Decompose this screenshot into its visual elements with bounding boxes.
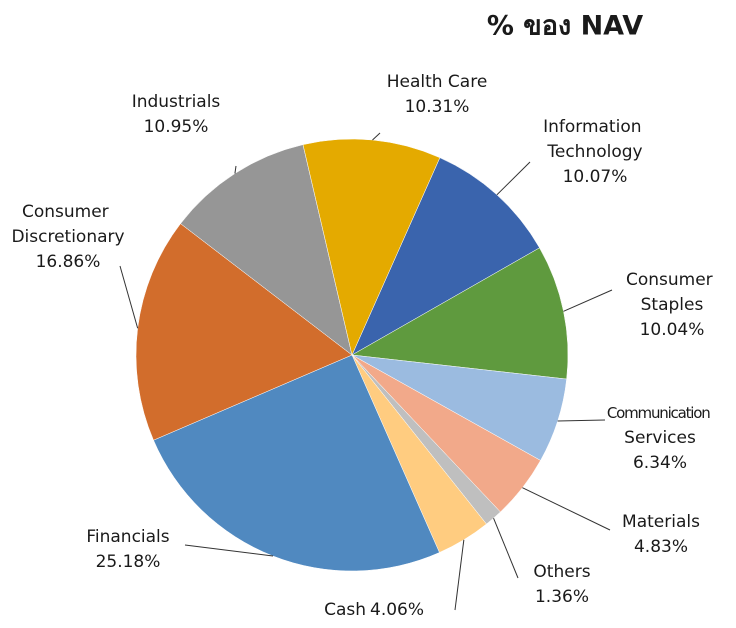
leader-line <box>184 544 274 557</box>
value-label: 10.31% <box>405 97 470 117</box>
pie-slice <box>180 144 353 356</box>
leader-line <box>119 265 139 329</box>
value-label: 4.83% <box>634 537 688 557</box>
slice-label: Information Technology <box>543 117 647 162</box>
value-label: 25.18% <box>96 552 161 572</box>
leader-line <box>454 539 465 611</box>
slice-label: Cash <box>324 600 366 620</box>
slice-label: Others <box>533 562 590 582</box>
leader-line <box>372 132 381 141</box>
slice-label: Consumer Discretionary <box>11 202 124 247</box>
value-label: 10.07% <box>563 167 628 187</box>
leader-line <box>496 161 531 196</box>
value-label: 4.06% <box>370 600 424 620</box>
slice-label: Industrials <box>132 92 221 112</box>
leader-line <box>234 165 237 174</box>
slice-label: Health Care <box>387 72 488 92</box>
leader-line <box>493 517 519 579</box>
value-label: 6.34% <box>633 453 687 473</box>
pie-slice <box>135 223 353 441</box>
value-label: 10.04% <box>640 320 705 340</box>
chart-title: % ของ NAV <box>487 11 643 42</box>
value-label: 16.86% <box>36 252 101 272</box>
slice-label: Financials <box>86 527 169 547</box>
slice-label: Consumer Staples <box>626 270 718 315</box>
slice-label: Communication Services <box>607 404 713 449</box>
slice-label: Materials <box>622 512 700 532</box>
value-label: 10.95% <box>144 117 209 137</box>
leader-line <box>563 289 613 312</box>
leader-line <box>557 419 606 422</box>
value-label: 1.36% <box>535 587 589 607</box>
leader-line <box>522 487 611 531</box>
